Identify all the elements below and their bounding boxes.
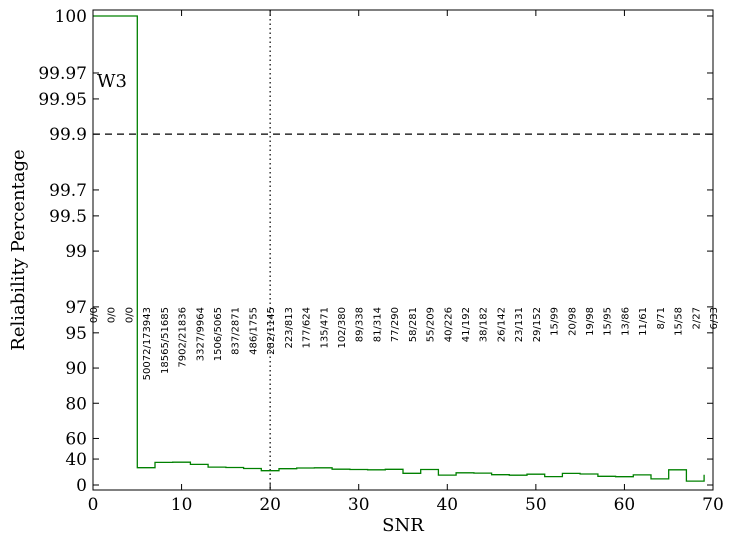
count-label: 0/0: [89, 307, 100, 323]
count-label: 19/98: [585, 307, 596, 336]
count-label: 2/27: [691, 307, 702, 329]
y-tick-label: 99.7: [49, 181, 87, 201]
count-label: 55/209: [426, 307, 437, 342]
count-label: 7902/21836: [178, 307, 189, 368]
y-tick-label: 95: [65, 324, 87, 344]
count-label: 89/338: [355, 307, 366, 342]
count-label: 282/1145: [266, 307, 277, 355]
count-label: 81/314: [372, 307, 383, 342]
x-tick-label: 60: [614, 495, 636, 515]
x-tick-label: 0: [88, 495, 99, 515]
count-label: 58/281: [408, 307, 419, 342]
panel-label: W3: [97, 71, 127, 92]
y-tick-label: 99.95: [38, 90, 87, 110]
y-tick-label: 99.9: [49, 125, 87, 145]
y-tick-label: 0: [76, 476, 87, 496]
x-tick-label: 30: [348, 495, 370, 515]
x-axis-label: SNR: [382, 515, 424, 536]
plot-frame: [92, 9, 714, 491]
x-tick-label: 70: [702, 495, 724, 515]
count-label: 11/61: [638, 307, 649, 336]
count-label: 837/2871: [231, 307, 242, 355]
count-label: 102/380: [337, 307, 348, 349]
y-tick-label: 40: [65, 450, 87, 470]
y-tick-label: 60: [65, 429, 87, 449]
count-label: 8/71: [656, 307, 667, 329]
x-tick-label: 10: [171, 495, 193, 515]
y-tick-label: 80: [65, 394, 87, 414]
count-label: 50072/173943: [142, 307, 153, 380]
count-label: 20/98: [567, 307, 578, 336]
y-tick-label: 97: [65, 298, 87, 318]
y-tick-label: 99: [65, 242, 87, 262]
count-label: 1506/5065: [213, 307, 224, 361]
count-label: 41/192: [461, 307, 472, 342]
count-label: 26/142: [496, 307, 507, 342]
count-label: 0/0: [107, 307, 118, 323]
count-label: 15/95: [603, 307, 614, 336]
count-label: 38/182: [479, 307, 490, 342]
count-label: 15/58: [674, 307, 685, 336]
count-label: 486/1755: [248, 307, 259, 355]
count-label: 29/152: [532, 307, 543, 342]
count-label: 6/33: [709, 307, 720, 329]
count-label: 3327/9964: [195, 307, 206, 361]
count-label: 40/226: [443, 307, 454, 342]
x-tick-label: 50: [525, 495, 547, 515]
count-label: 77/290: [390, 307, 401, 342]
count-label: 135/471: [319, 307, 330, 349]
y-axis-label: Reliability Percentage: [8, 149, 29, 350]
count-label: 18565/51685: [160, 307, 171, 374]
count-label: 15/99: [550, 307, 561, 336]
x-tick-label: 20: [259, 495, 281, 515]
count-label: 223/813: [284, 307, 295, 349]
count-label: 13/86: [620, 307, 631, 336]
y-tick-label: 90: [65, 359, 87, 379]
y-tick-label: 99.5: [49, 207, 87, 227]
count-label: 177/624: [302, 307, 313, 349]
x-tick-label: 40: [436, 495, 458, 515]
count-label: 0/0: [124, 307, 135, 323]
count-label: 23/131: [514, 307, 525, 342]
step-line: [93, 15, 705, 482]
y-tick-label: 99.97: [38, 64, 87, 84]
y-tick-label: 100: [55, 7, 87, 27]
